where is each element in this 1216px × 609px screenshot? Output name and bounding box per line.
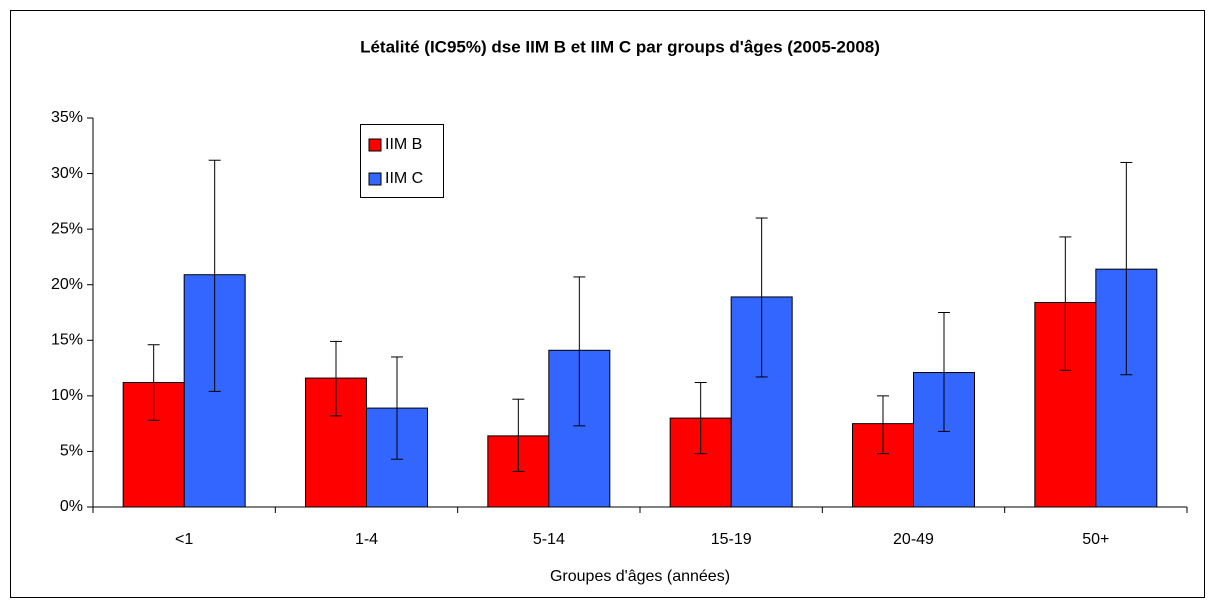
x-tick-label: <1 [175,531,193,548]
legend-swatch [368,172,382,186]
x-tick-label: 1-4 [355,531,378,548]
y-tick-label: 25% [51,220,83,237]
x-axis-title: Groupes d'âges (années) [550,568,730,585]
y-tick-label: 30% [51,165,83,182]
legend-label: IIM C [385,170,423,187]
x-tick-label: 50+ [1082,531,1109,548]
legend-label: IIM B [385,136,422,153]
chart-title: Létalité (IC95%) dse IIM B et IIM C par … [360,37,880,56]
y-tick-label: 5% [60,443,83,460]
bar [852,423,914,508]
y-tick-label: 15% [51,332,83,349]
legend-swatch [368,138,382,152]
x-tick-label: 15-19 [711,531,752,548]
y-tick-label: 0% [60,498,83,515]
x-tick-label: 20-49 [893,531,934,548]
y-tick-label: 10% [51,387,83,404]
y-tick-label: 20% [51,276,83,293]
x-tick-label: 5-14 [533,531,565,548]
y-tick-label: 35% [51,109,83,126]
